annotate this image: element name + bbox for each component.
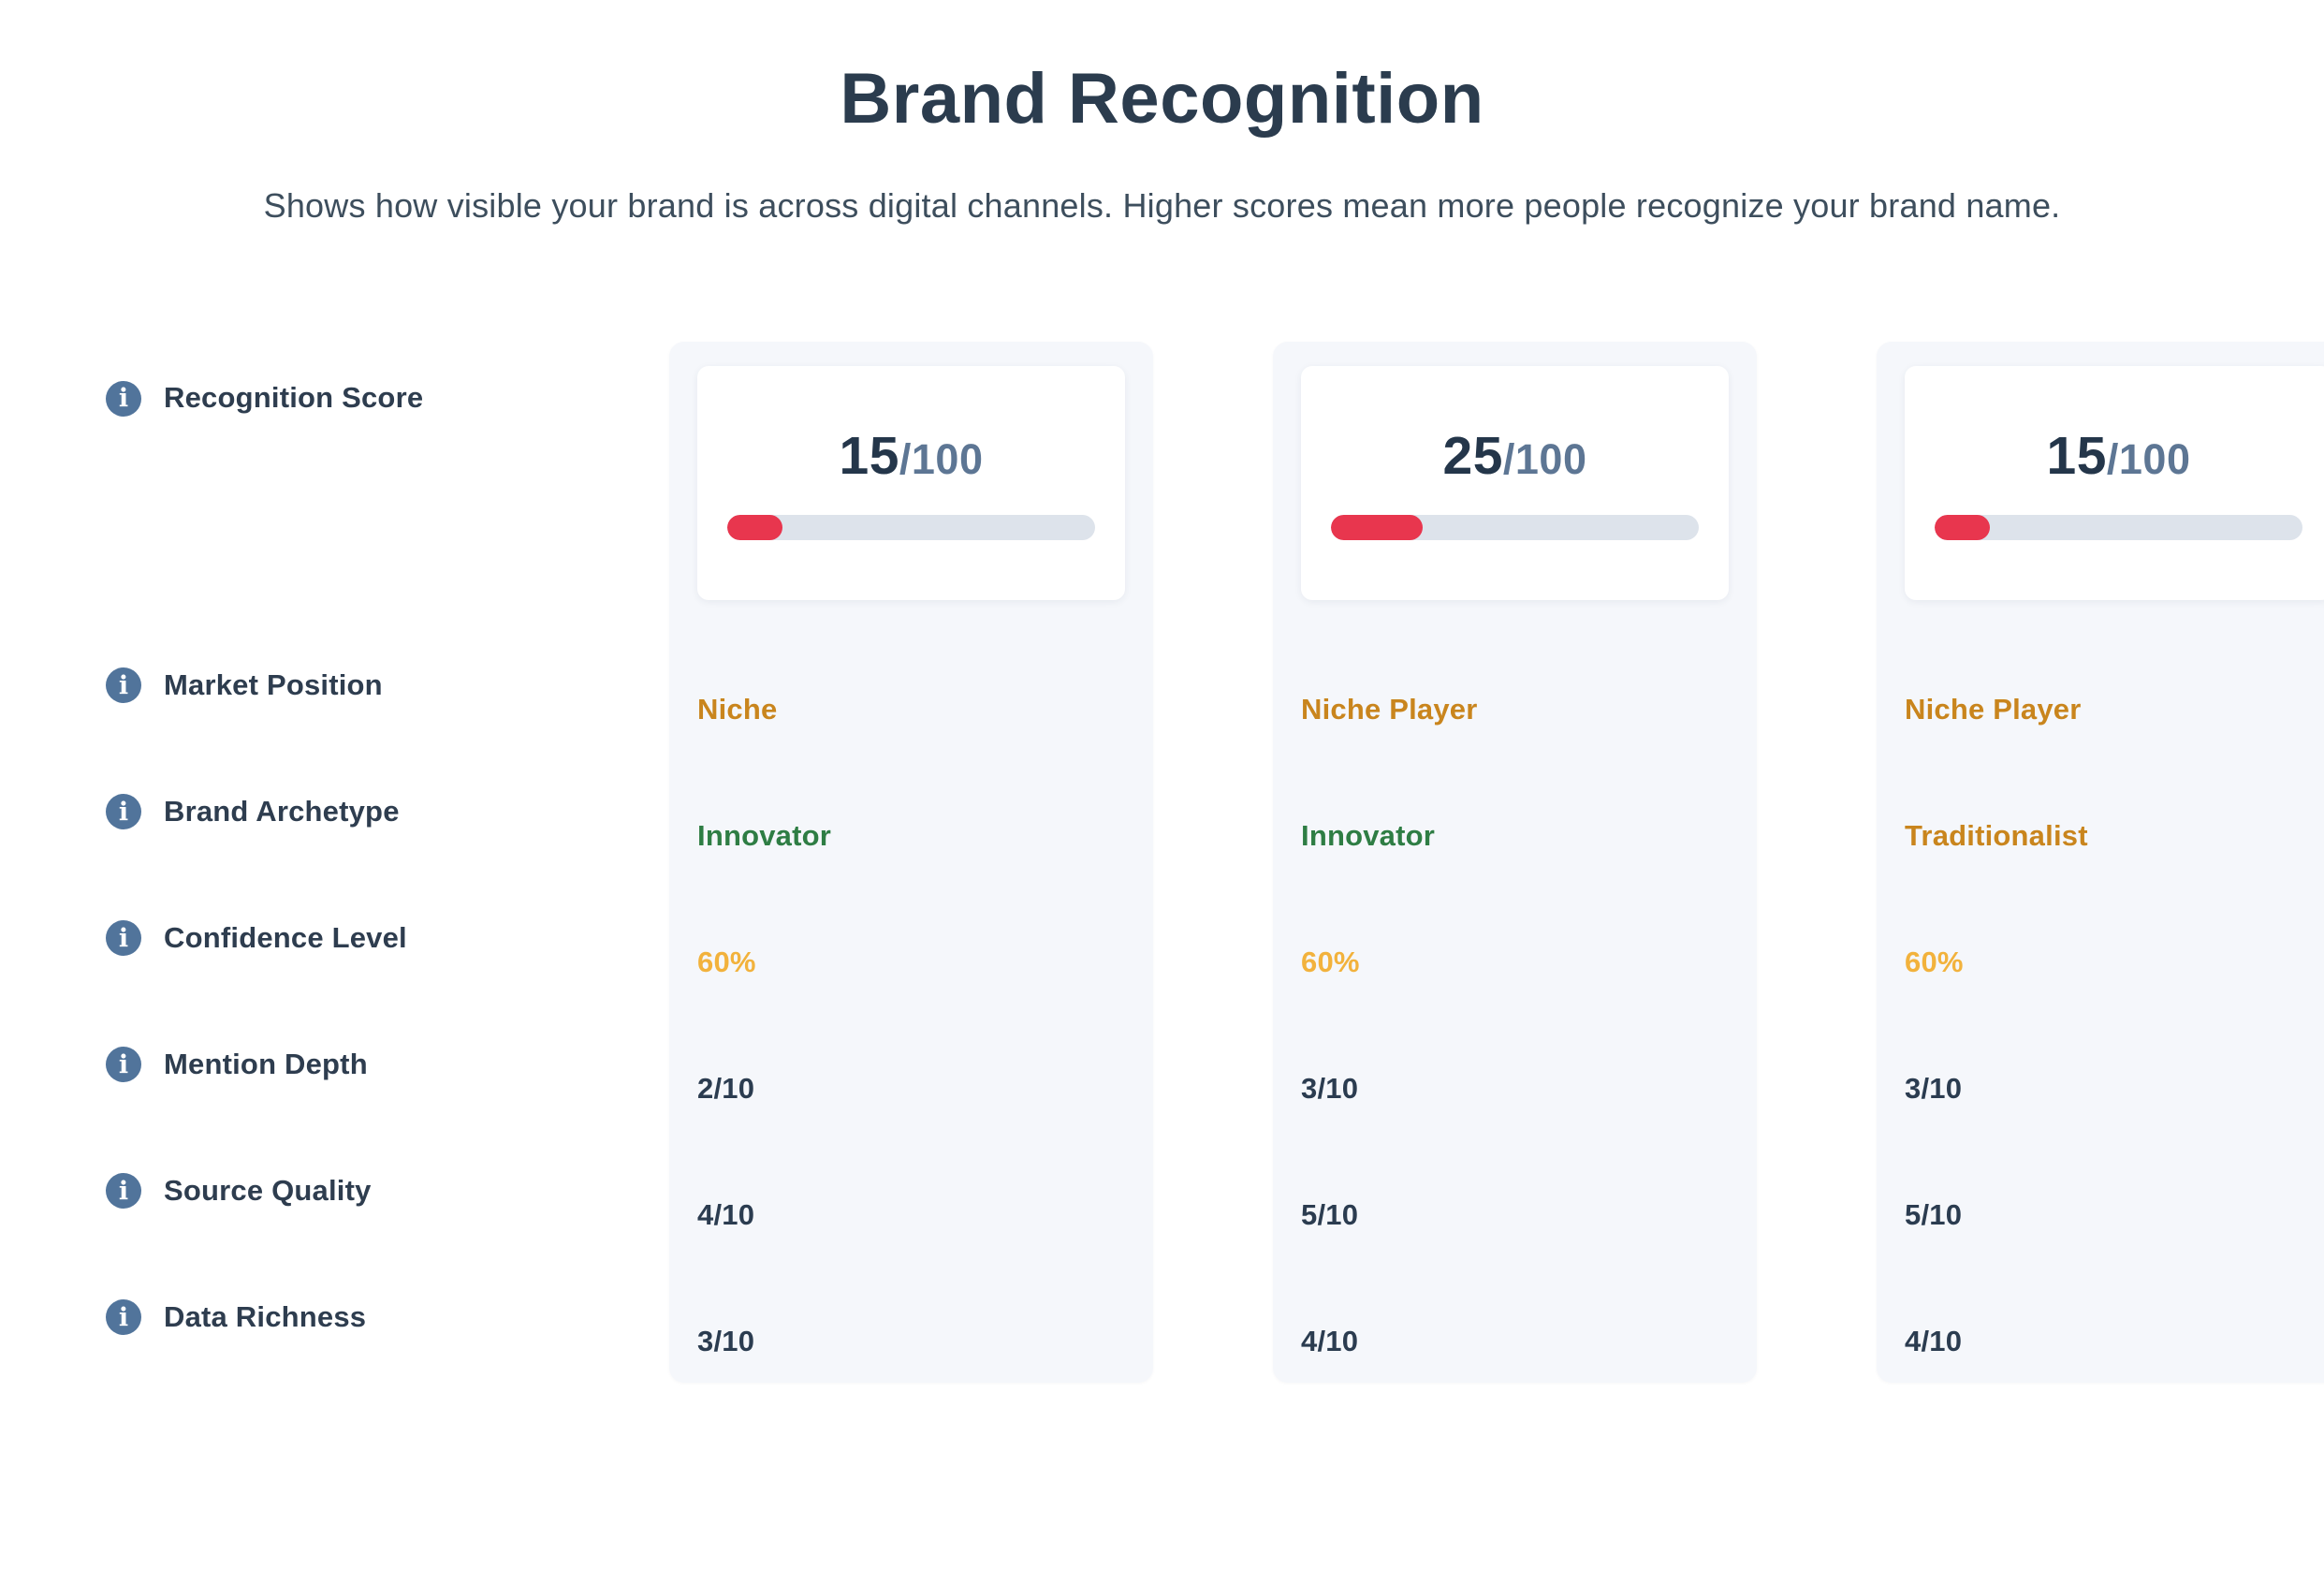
score-progress-track [1330,515,1699,540]
metric-label-row-confidence-level: i Confidence Level [106,875,549,1002]
info-icon[interactable]: i [106,1299,141,1335]
metric-labels-column: i Recognition Score i Market Position i … [106,342,549,1381]
metric-label: Confidence Level [164,921,407,954]
mention-depth-value: 3/10 [1905,1072,1963,1105]
info-icon[interactable]: i [106,920,141,956]
metric-label-row-recognition-score: i Recognition Score [106,342,549,623]
metric-label: Mention Depth [164,1048,368,1080]
recognition-score-max: /100 [899,435,984,483]
score-card: 15 /100 [697,365,1125,600]
score-progress-fill [1330,515,1424,540]
recognition-score-max: /100 [2106,435,2191,483]
brand-card-1: 15 /100 Niche Innovator 60% 2/10 4/10 3/… [669,341,1153,1383]
score-progress-fill [1934,515,1990,540]
metric-label-row-data-richness: i Data Richness [106,1254,549,1381]
mention-depth-value: 3/10 [1301,1072,1359,1105]
info-icon[interactable]: i [106,794,141,829]
score-card: 25 /100 [1301,365,1729,600]
confidence-level-value: 60% [1301,946,1360,978]
confidence-level-value: 60% [697,946,756,978]
market-position-value: Niche [697,693,778,726]
metric-label-row-brand-archetype: i Brand Archetype [106,749,549,875]
recognition-score-max: /100 [1502,435,1587,483]
brand-comparison-grid: i Recognition Score i Market Position i … [106,341,2324,1383]
recognition-score-row: 15 /100 [1877,365,2324,647]
metric-label: Recognition Score [164,380,424,414]
brand-archetype-value: Innovator [1301,819,1436,852]
brand-archetype-value: Traditionalist [1905,819,2088,852]
score-card: 15 /100 [1905,365,2324,600]
brand-card-3: 15 /100 Niche Player Traditionalist 60% … [1877,341,2324,1383]
metric-label: Source Quality [164,1174,372,1207]
data-richness-value: 4/10 [1301,1325,1359,1357]
info-icon[interactable]: i [106,1047,141,1082]
confidence-level-value: 60% [1905,946,1964,978]
recognition-score: 15 /100 [2047,425,2191,487]
source-quality-value: 5/10 [1905,1198,1963,1231]
recognition-score: 25 /100 [1443,425,1587,487]
recognition-score-value: 25 [1442,426,1503,486]
market-position-value: Niche Player [1905,693,2082,726]
recognition-score-row: 25 /100 [1273,365,1757,647]
info-icon[interactable]: i [106,1173,141,1209]
data-richness-value: 4/10 [1905,1325,1963,1357]
source-quality-value: 4/10 [697,1198,755,1231]
metric-label-row-source-quality: i Source Quality [106,1128,549,1254]
metric-label-row-mention-depth: i Mention Depth [106,1002,549,1128]
score-progress-fill [726,515,782,540]
info-icon[interactable]: i [106,667,141,703]
market-position-value: Niche Player [1301,693,1478,726]
recognition-score-value: 15 [2046,426,2107,486]
source-quality-value: 5/10 [1301,1198,1359,1231]
page-title: Brand Recognition [840,59,1484,139]
score-progress-track [1934,515,2302,540]
recognition-score-value: 15 [839,426,899,486]
data-richness-value: 3/10 [697,1325,755,1357]
brand-card-2: 25 /100 Niche Player Innovator 60% 3/10 … [1273,341,1757,1383]
recognition-score-row: 15 /100 [669,365,1153,647]
recognition-score: 15 /100 [840,425,984,487]
info-icon[interactable]: i [106,380,141,417]
page-subtitle: Shows how visible your brand is across d… [263,185,2061,225]
brand-archetype-value: Innovator [697,819,832,852]
metric-label: Market Position [164,668,383,701]
metric-label-row-market-position: i Market Position [106,623,549,749]
metric-label: Data Richness [164,1300,367,1333]
score-progress-track [726,515,1095,540]
metric-label: Brand Archetype [164,795,400,828]
mention-depth-value: 2/10 [697,1072,755,1105]
